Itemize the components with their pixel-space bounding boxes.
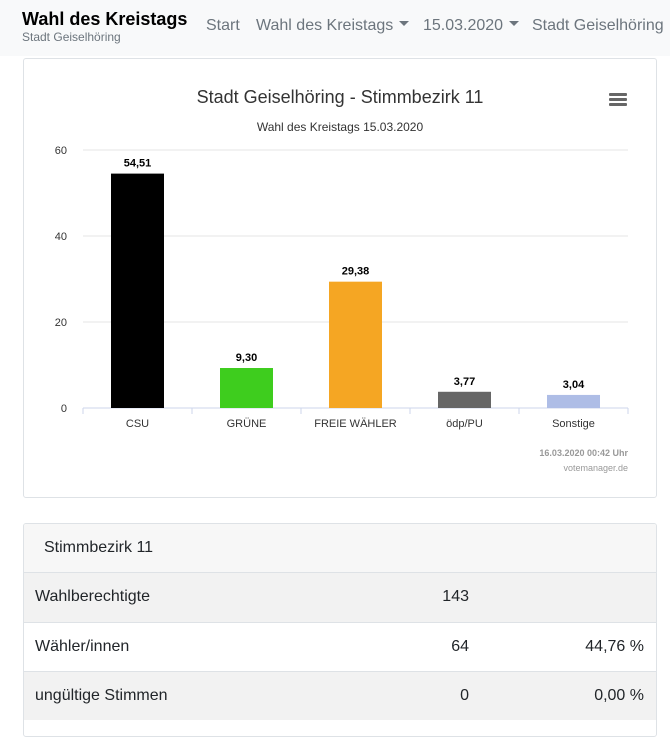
bar-1 [220, 368, 273, 408]
table-row: ungültige Stimmen 0 0,00 % [24, 670, 656, 720]
x-tick-label: Sonstige [552, 418, 595, 430]
x-tick-label: ödp/PU [446, 418, 483, 430]
data-label: 3,04 [563, 379, 585, 391]
nav-start-label: Start [206, 17, 240, 34]
y-tick-label: 40 [55, 231, 67, 243]
brand-subtitle: Stadt Geiselhöring [22, 30, 121, 44]
row-percent [469, 573, 656, 622]
nav-date-dropdown[interactable]: 15.03.2020 [423, 16, 520, 36]
row-label: Wahlberechtigte [24, 573, 384, 622]
bar-3 [438, 391, 491, 408]
bar-chart: Stadt Geiselhöring - Stimmbezirk 11 Wahl … [55, 87, 629, 473]
data-label: 3,77 [454, 376, 475, 388]
row-value: 0 [384, 670, 469, 720]
table-row: Wahlberechtigte 143 [24, 573, 656, 622]
x-tick-label: CSU [126, 418, 149, 430]
nav-election-label: Wahl des Kreistags [256, 17, 394, 34]
row-label: Wähler/innen [24, 621, 384, 671]
y-tick-label: 20 [55, 317, 67, 329]
brand-title: Wahl des Kreistags [22, 9, 188, 29]
chart-menu-icon[interactable] [609, 93, 627, 107]
table-row: Wähler/innen 64 44,76 % [24, 621, 656, 671]
row-percent: 0,00 % [469, 670, 656, 720]
nav-city-label: Stadt Geiselhöring [532, 17, 664, 34]
results-card: Stimmbezirk 11 Wahlberechtigte 143 Wähle… [23, 523, 657, 737]
chart-title: Stadt Geiselhöring - Stimmbezirk 11 [197, 87, 484, 107]
bar-2 [329, 281, 382, 408]
y-tick-label: 60 [55, 145, 67, 157]
x-tick-label: FREIE WÄHLER [314, 418, 397, 430]
x-tick-label: GRÜNE [227, 418, 267, 430]
chart-card: Stadt Geiselhöring - Stimmbezirk 11 Wahl … [23, 58, 657, 498]
bar-4 [547, 394, 600, 408]
nav-city-link[interactable]: Stadt Geiselhöring [532, 16, 664, 36]
chart-credit-source: votemanager.de [563, 463, 628, 473]
bar-0 [111, 173, 164, 408]
data-label: 9,30 [236, 352, 257, 364]
chevron-down-icon [509, 21, 520, 27]
nav-election-dropdown[interactable]: Wahl des Kreistags [256, 16, 410, 36]
chart-credit-time: 16.03.2020 00:42 Uhr [539, 448, 628, 458]
row-label: ungültige Stimmen [24, 670, 384, 720]
brand[interactable]: Wahl des Kreistags Stadt Geiselhöring [22, 8, 187, 44]
navbar: Wahl des Kreistags Stadt Geiselhöring St… [0, 0, 670, 56]
nav-date-label: 15.03.2020 [423, 17, 504, 34]
chart-subtitle: Wahl des Kreistags 15.03.2020 [257, 120, 424, 134]
data-label: 54,51 [124, 158, 152, 170]
chevron-down-icon [399, 21, 410, 27]
row-value: 64 [384, 621, 469, 671]
data-label: 29,38 [342, 266, 370, 278]
results-table: Wahlberechtigte 143 Wähler/innen 64 44,7… [24, 573, 656, 720]
row-percent: 44,76 % [469, 621, 656, 671]
results-card-header: Stimmbezirk 11 [24, 524, 656, 573]
nav-start-link[interactable]: Start [206, 16, 240, 36]
row-value: 143 [384, 573, 469, 622]
y-tick-label: 0 [61, 403, 67, 415]
